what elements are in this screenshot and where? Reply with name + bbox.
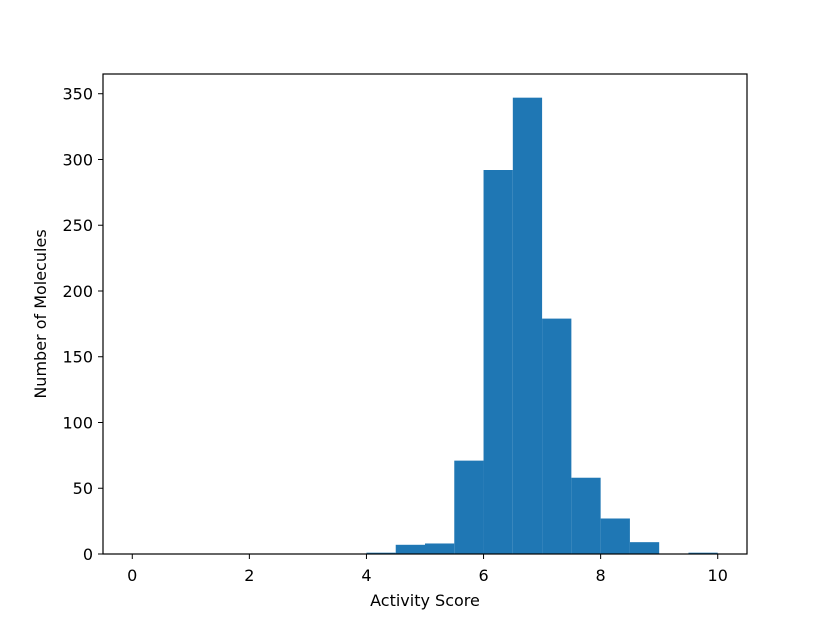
x-tick-label: 6 (478, 566, 488, 585)
x-tick-label: 2 (244, 566, 254, 585)
histogram-bar (512, 97, 543, 554)
y-axis-label: Number of Molecules (31, 229, 50, 398)
histogram-bar (395, 544, 425, 554)
histogram-bar (600, 518, 630, 554)
histogram-bar (366, 552, 396, 554)
histogram-bar (629, 542, 660, 554)
y-tick-label: 50 (73, 479, 93, 498)
y-axis-ticks: 0 50 100 150 200 250 300 350 (62, 85, 103, 564)
y-tick-label: 350 (62, 85, 93, 104)
y-tick-label: 0 (83, 545, 93, 564)
histogram-bar (571, 477, 601, 554)
histogram-bar (483, 170, 513, 554)
y-tick-label: 100 (62, 413, 93, 432)
x-tick-label: 4 (361, 566, 371, 585)
x-axis-ticks: 0 2 4 6 8 10 (127, 554, 728, 585)
x-axis-label: Activity Score (370, 591, 480, 610)
plot-area-frame (102, 73, 748, 555)
x-tick-label: 0 (127, 566, 137, 585)
x-tick-label: 10 (708, 566, 728, 585)
y-tick-label: 150 (62, 348, 93, 367)
y-tick-label: 300 (62, 150, 93, 169)
histogram-bars (366, 97, 718, 554)
histogram-bar (542, 318, 572, 554)
histogram-bar (425, 543, 455, 554)
histogram-bar (454, 460, 484, 554)
y-tick-label: 250 (62, 216, 93, 235)
x-tick-label: 8 (596, 566, 606, 585)
histogram-bar (688, 552, 718, 554)
y-tick-label: 200 (62, 282, 93, 301)
